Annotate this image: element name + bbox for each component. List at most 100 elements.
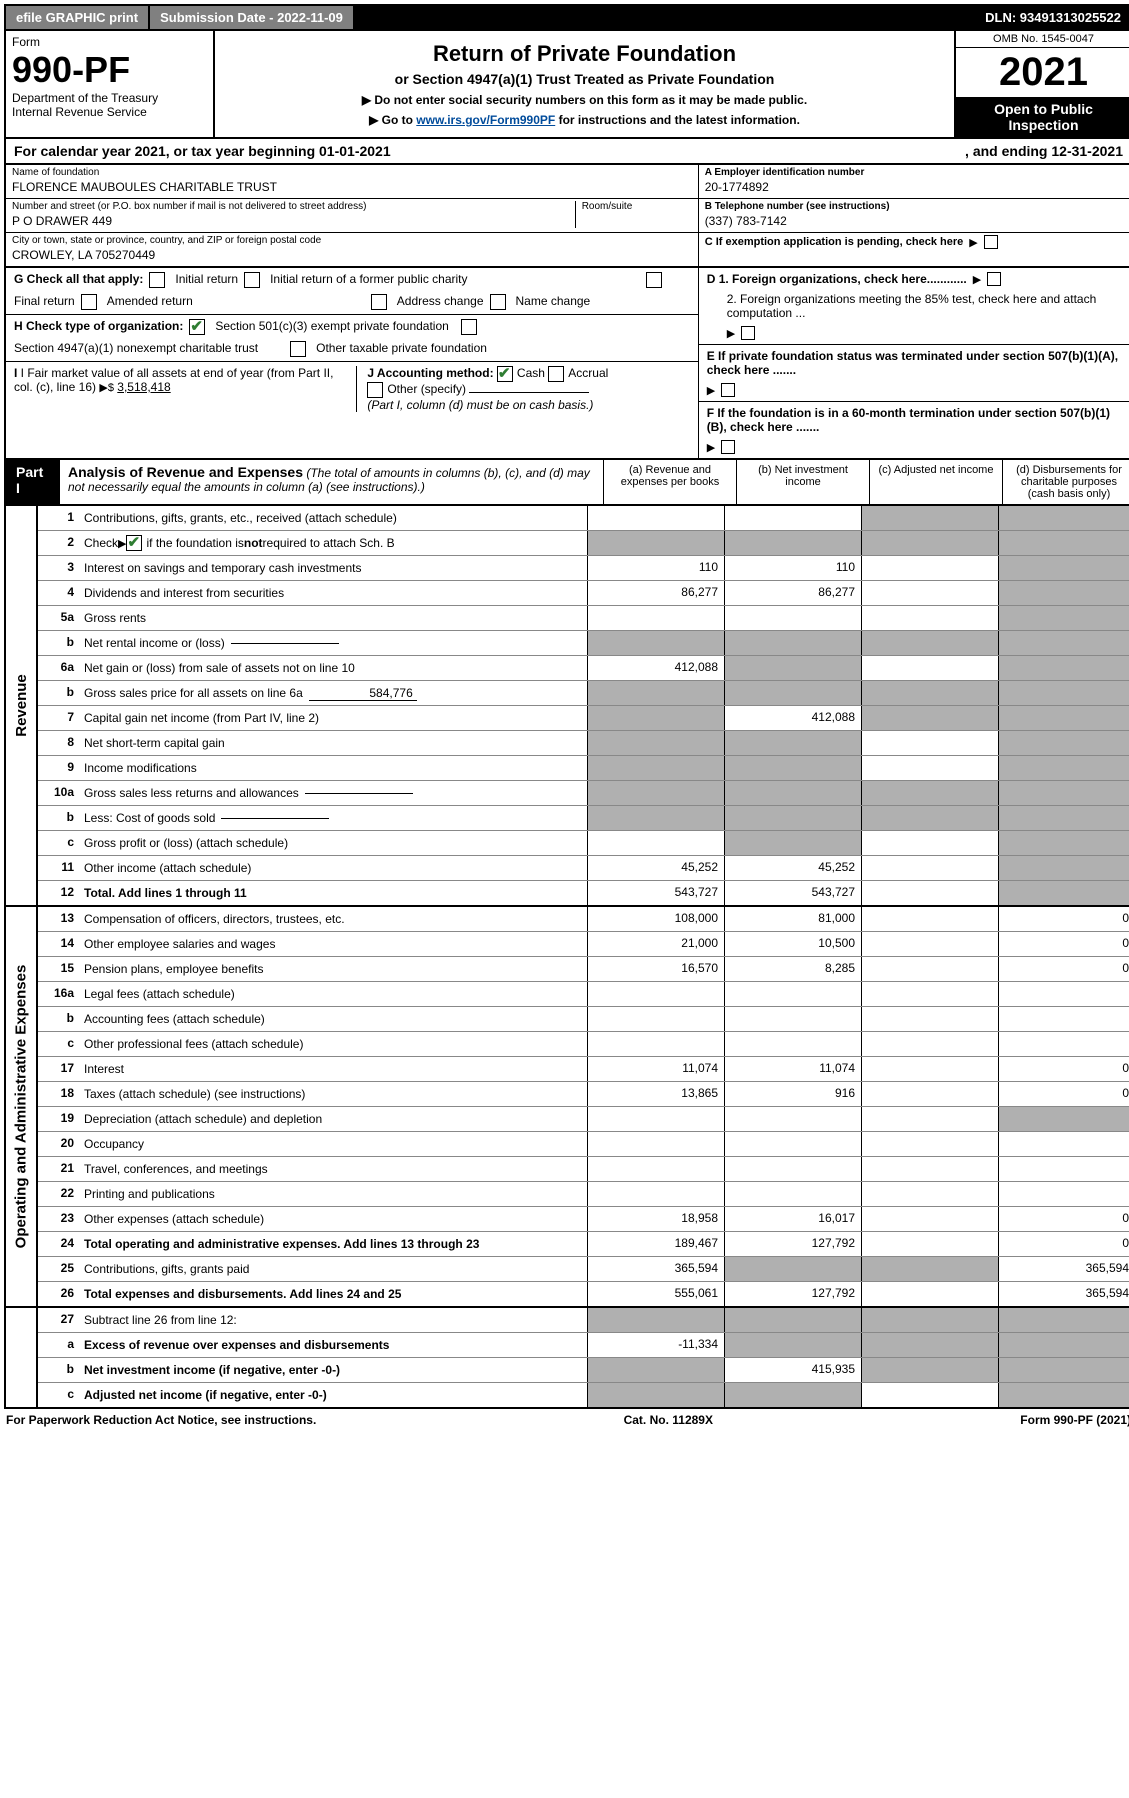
phone-cell: B Telephone number (see instructions) (3… — [699, 199, 1129, 233]
g-initial-return-checkbox[interactable] — [149, 272, 165, 288]
line-number: 8 — [38, 731, 80, 755]
amount-col-d: 0 — [998, 1057, 1129, 1081]
line-number: 2 — [38, 531, 80, 555]
g-amended-checkbox[interactable] — [81, 294, 97, 310]
line-number: 26 — [38, 1282, 80, 1306]
amount-col-d — [998, 781, 1129, 805]
schb-checkbox[interactable] — [126, 535, 142, 551]
d1-label: D 1. Foreign organizations, check here..… — [707, 272, 967, 286]
amount-col-c — [861, 831, 998, 855]
amount-col-b — [724, 1308, 861, 1332]
col-d-head: (d) Disbursements for charitable purpose… — [1002, 460, 1129, 504]
h-opt2: Section 4947(a)(1) nonexempt charitable … — [14, 341, 258, 355]
line-number: 16a — [38, 982, 80, 1006]
calendar-end: , and ending 12-31-2021 — [965, 143, 1123, 159]
line-number: b — [38, 681, 80, 705]
j-accrual-checkbox[interactable] — [548, 366, 564, 382]
phone-label: B Telephone number (see instructions) — [705, 201, 1125, 212]
col-a-head: (a) Revenue and expenses per books — [603, 460, 736, 504]
line-number: 9 — [38, 756, 80, 780]
line-number: b — [38, 806, 80, 830]
line-description: Other income (attach schedule) — [80, 856, 587, 880]
amount-col-b: 412,088 — [724, 706, 861, 730]
amount-col-b — [724, 1157, 861, 1181]
amount-col-b — [724, 631, 861, 655]
g-initial-former-checkbox[interactable] — [244, 272, 260, 288]
city-cell: City or town, state or province, country… — [6, 233, 698, 266]
ledger-row: 25Contributions, gifts, grants paid365,5… — [38, 1256, 1129, 1281]
open-public-badge: Open to Public Inspection — [956, 97, 1129, 137]
line-description: Income modifications — [80, 756, 587, 780]
amount-col-d: 0 — [998, 1232, 1129, 1256]
line-number: 15 — [38, 957, 80, 981]
ein-label: A Employer identification number — [705, 167, 1125, 178]
line-number: 3 — [38, 556, 80, 580]
amount-col-c — [861, 506, 998, 530]
amount-col-b: 110 — [724, 556, 861, 580]
f-checkbox[interactable] — [721, 440, 735, 454]
j-label: J Accounting method: — [367, 366, 493, 380]
line-number: a — [38, 1333, 80, 1357]
amount-col-b: 543,727 — [724, 881, 861, 905]
amount-col-b: 86,277 — [724, 581, 861, 605]
col-c-head: (c) Adjusted net income — [869, 460, 1002, 504]
footer-left: For Paperwork Reduction Act Notice, see … — [6, 1413, 316, 1427]
amount-col-d: 0 — [998, 1082, 1129, 1106]
line-description: Interest — [80, 1057, 587, 1081]
amount-col-d — [998, 631, 1129, 655]
ledger-row: 22Printing and publications — [38, 1181, 1129, 1206]
amount-col-b — [724, 606, 861, 630]
line-number: 4 — [38, 581, 80, 605]
amount-col-d — [998, 1358, 1129, 1382]
g-name-change-checkbox[interactable] — [490, 294, 506, 310]
checks-right: D 1. Foreign organizations, check here..… — [699, 268, 1129, 458]
j-cash-checkbox[interactable] — [497, 366, 513, 382]
amount-col-b: 127,792 — [724, 1232, 861, 1256]
amount-col-c — [861, 531, 998, 555]
line-description: Taxes (attach schedule) (see instruction… — [80, 1082, 587, 1106]
line-number: 24 — [38, 1232, 80, 1256]
ledger-row: 3Interest on savings and temporary cash … — [38, 555, 1129, 580]
h-4947-checkbox[interactable] — [461, 319, 477, 335]
ledger-row: 10aGross sales less returns and allowanc… — [38, 780, 1129, 805]
amount-col-a: 18,958 — [587, 1207, 724, 1231]
amount-col-d: 0 — [998, 907, 1129, 931]
g-address-change-checkbox[interactable] — [371, 294, 387, 310]
g-row: G Check all that apply: Initial return I… — [6, 268, 698, 315]
amount-col-c — [861, 1007, 998, 1031]
topbar-spacer — [355, 6, 973, 29]
j-other: Other (specify) — [387, 382, 466, 396]
amount-col-d — [998, 1032, 1129, 1056]
form990pf-link[interactable]: www.irs.gov/Form990PF — [416, 113, 555, 127]
d1-checkbox[interactable] — [987, 272, 1001, 286]
amount-col-d: 0 — [998, 932, 1129, 956]
amount-col-b — [724, 806, 861, 830]
amount-col-c — [861, 1232, 998, 1256]
amount-col-b — [724, 681, 861, 705]
j-other-checkbox[interactable] — [367, 382, 383, 398]
g-final-return-checkbox[interactable] — [646, 272, 662, 288]
bottom-section: 27Subtract line 26 from line 12:aExcess … — [6, 1306, 1129, 1407]
amount-col-b: 916 — [724, 1082, 861, 1106]
address-value: P O DRAWER 449 — [12, 214, 575, 228]
ein-value: 20-1774892 — [705, 180, 1125, 194]
d2-checkbox[interactable] — [741, 326, 755, 340]
amount-col-a — [587, 1157, 724, 1181]
line-number: c — [38, 1032, 80, 1056]
amount-col-c — [861, 932, 998, 956]
line-description: Contributions, gifts, grants, etc., rece… — [80, 506, 587, 530]
amount-col-a: 21,000 — [587, 932, 724, 956]
amount-col-a: 555,061 — [587, 1282, 724, 1306]
h-other-taxable-checkbox[interactable] — [290, 341, 306, 357]
top-bar: efile GRAPHIC print Submission Date - 20… — [4, 4, 1129, 31]
foundation-name-cell: Name of foundation FLORENCE MAUBOULES CH… — [6, 165, 698, 199]
line-description: Occupancy — [80, 1132, 587, 1156]
amount-col-a — [587, 1007, 724, 1031]
c-checkbox[interactable] — [984, 235, 998, 249]
e-checkbox[interactable] — [721, 383, 735, 397]
h-501c3-checkbox[interactable] — [189, 319, 205, 335]
ledger-row: 1Contributions, gifts, grants, etc., rec… — [38, 506, 1129, 530]
amount-col-c — [861, 1308, 998, 1332]
amount-col-b: 415,935 — [724, 1358, 861, 1382]
efile-label[interactable]: efile GRAPHIC print — [6, 6, 148, 29]
